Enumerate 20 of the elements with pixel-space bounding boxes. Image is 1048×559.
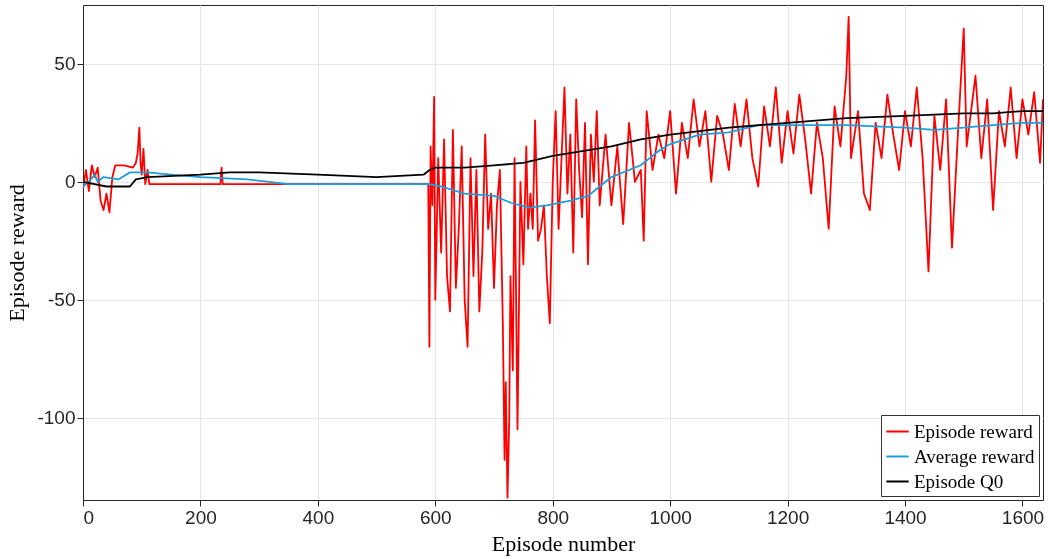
x-tick-label: 200 (185, 506, 217, 528)
x-tick-label: 800 (537, 506, 570, 528)
line-series (83, 110, 1043, 188)
x-tick-label: 1000 (649, 506, 692, 528)
x-tick-label: 1200 (766, 506, 810, 528)
line-series (83, 121, 1043, 209)
y-tick-label: 50 (54, 53, 76, 75)
x-tick-label: 400 (302, 506, 335, 528)
y-axis-title: Episode reward (4, 184, 30, 322)
y-tick-label: -100 (37, 407, 76, 428)
y-tick-label: -50 (48, 289, 76, 311)
x-tick-label: 0 (83, 506, 95, 528)
y-tick-label: 0 (64, 171, 76, 193)
x-tick-label: 1600 (1001, 506, 1045, 528)
x-tick-label: 600 (419, 506, 452, 528)
legend-label: Average reward (914, 445, 1035, 467)
legend-label: Episode Q0 (914, 470, 1004, 492)
x-tick-label: 1400 (884, 506, 927, 528)
legend-label: Episode reward (914, 420, 1034, 442)
x-axis-title: Episode number (491, 530, 636, 556)
